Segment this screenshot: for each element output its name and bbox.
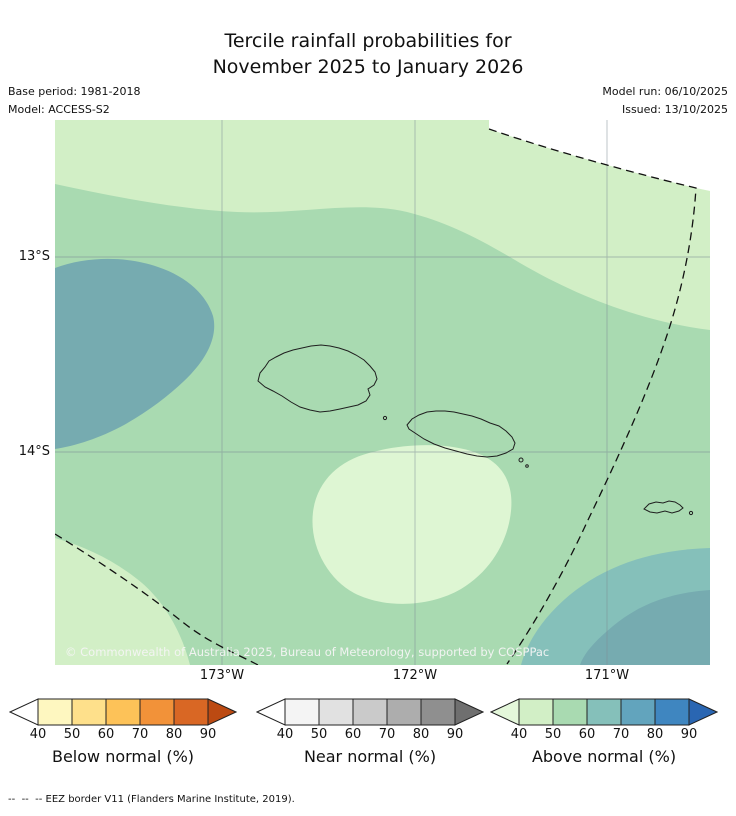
map-svg: © Commonwealth of Australia 2025, Bureau… bbox=[54, 120, 710, 666]
legend-colorbar bbox=[255, 698, 485, 726]
legend-arrow-right bbox=[207, 698, 238, 726]
legend-tick-label: 50 bbox=[310, 727, 328, 742]
legend-cell bbox=[284, 698, 320, 726]
legend-cell bbox=[386, 698, 422, 726]
map-copyright: © Commonwealth of Australia 2025, Bureau… bbox=[65, 645, 549, 659]
region-left-teal-blob bbox=[55, 258, 215, 449]
legend-near-normal: 40 50 60 70 80 90 Near normal (%) bbox=[255, 697, 485, 766]
legend-arrow-left bbox=[8, 698, 39, 726]
legend-tick-label: 90 bbox=[680, 727, 698, 742]
meta-model: Model: ACCESS-S2 bbox=[8, 103, 110, 116]
legend-ticks: 40 50 60 70 80 90 bbox=[256, 727, 484, 744]
legend-cell bbox=[37, 698, 73, 726]
legend-tick-label: 60 bbox=[344, 727, 362, 742]
legend-cell bbox=[71, 698, 107, 726]
region-bottom-left-light bbox=[55, 538, 190, 665]
legend-arrow-right bbox=[688, 698, 719, 726]
legend-cell bbox=[586, 698, 622, 726]
legend-arrow-left bbox=[489, 698, 520, 726]
legend-colorbar-holder bbox=[489, 697, 719, 727]
meta-right: Model run: 06/10/2025 Issued: 13/10/2025 bbox=[602, 83, 728, 119]
meta-model-run: Model run: 06/10/2025 bbox=[602, 85, 728, 98]
legend-tick-label: 70 bbox=[612, 727, 630, 742]
islet-icon bbox=[382, 415, 388, 421]
meta-issued: Issued: 13/10/2025 bbox=[621, 103, 728, 116]
islet-icon bbox=[525, 464, 529, 468]
legend-colorbar bbox=[489, 698, 719, 726]
lat-label-14s: 14°S bbox=[18, 444, 50, 459]
legend-colorbar-holder bbox=[255, 697, 485, 727]
legend-ticks: 40 50 60 70 80 90 bbox=[490, 727, 718, 744]
islet-icon bbox=[518, 457, 524, 463]
legend-title: Above normal (%) bbox=[531, 747, 677, 766]
lon-label-171w: 171°W bbox=[584, 668, 630, 683]
meta-left: Base period: 1981-2018 Model: ACCESS-S2 bbox=[8, 83, 140, 119]
legend-tick-label: 60 bbox=[97, 727, 115, 742]
legend-cell bbox=[654, 698, 690, 726]
legend-cell bbox=[518, 698, 554, 726]
islet-icon bbox=[688, 510, 694, 516]
lat-label-13s: 13°S bbox=[18, 249, 50, 264]
legend-tick-label: 40 bbox=[29, 727, 47, 742]
region-bottom-right-dark bbox=[580, 590, 710, 665]
legend-title: Below normal (%) bbox=[51, 747, 195, 766]
region-top-light-band bbox=[55, 120, 710, 330]
legend-tick-label: 80 bbox=[646, 727, 664, 742]
legend-cell bbox=[352, 698, 388, 726]
eez-border-southwest bbox=[54, 533, 259, 666]
legend-tick-label: 70 bbox=[131, 727, 149, 742]
eez-border-northeast bbox=[488, 128, 697, 665]
legend-cell bbox=[420, 698, 456, 726]
coastlines bbox=[257, 344, 694, 516]
title-line2: November 2025 to January 2026 bbox=[212, 56, 524, 78]
eez-borders bbox=[54, 128, 697, 666]
legend-cell bbox=[552, 698, 588, 726]
legend-tick-label: 80 bbox=[165, 727, 183, 742]
lon-label-173w: 173°W bbox=[199, 668, 245, 683]
legend-cell bbox=[139, 698, 175, 726]
region-central-pale-blob bbox=[312, 445, 512, 604]
legend-tick-label: 90 bbox=[199, 727, 217, 742]
grid-lines bbox=[55, 120, 710, 665]
legend-tick-label: 40 bbox=[276, 727, 294, 742]
legend-cell bbox=[620, 698, 656, 726]
legend-cell bbox=[173, 698, 209, 726]
coastline-tutuila bbox=[643, 500, 684, 514]
meta-base-period: Base period: 1981-2018 bbox=[8, 85, 141, 98]
legend-cell bbox=[318, 698, 354, 726]
legend-below-normal: 40 50 60 70 80 90 Below normal (%) bbox=[8, 697, 238, 766]
legend-tick-label: 40 bbox=[510, 727, 528, 742]
legend-above-normal: 40 50 60 70 80 90 Above normal (%) bbox=[489, 697, 719, 766]
legend-ticks: 40 50 60 70 80 90 bbox=[9, 727, 237, 744]
legend-tick-label: 50 bbox=[63, 727, 81, 742]
legend-arrow-left bbox=[255, 698, 286, 726]
legend-title: Near normal (%) bbox=[303, 747, 437, 766]
coastline-upolu bbox=[406, 410, 516, 458]
legend-cell bbox=[105, 698, 141, 726]
legend-arrow-right bbox=[454, 698, 485, 726]
page-title: Tercile rainfall probabilities for Novem… bbox=[0, 28, 736, 80]
legend-tick-label: 50 bbox=[544, 727, 562, 742]
eez-footnote: -- -- -- EEZ border V11 (Flanders Marine… bbox=[8, 794, 295, 805]
legend-tick-label: 80 bbox=[412, 727, 430, 742]
map: © Commonwealth of Australia 2025, Bureau… bbox=[54, 120, 710, 666]
legend-tick-label: 70 bbox=[378, 727, 396, 742]
legend-tick-label: 60 bbox=[578, 727, 596, 742]
legend-tick-label: 90 bbox=[446, 727, 464, 742]
legend-colorbar bbox=[8, 698, 238, 726]
lon-label-172w: 172°W bbox=[392, 668, 438, 683]
region-white-corner bbox=[489, 120, 710, 191]
legend-colorbar-holder bbox=[8, 697, 238, 727]
coastline-savaii bbox=[257, 344, 378, 413]
title-line1: Tercile rainfall probabilities for bbox=[224, 30, 512, 52]
